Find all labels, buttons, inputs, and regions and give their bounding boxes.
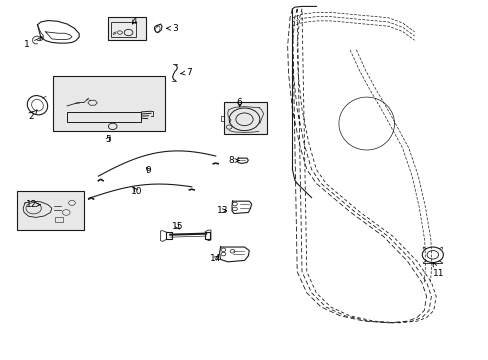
- Text: 1: 1: [23, 37, 42, 49]
- Bar: [111, 22, 136, 37]
- Text: 11: 11: [432, 263, 444, 278]
- Bar: [224, 102, 266, 134]
- Text: 7: 7: [181, 68, 192, 77]
- Text: 8: 8: [228, 156, 239, 165]
- Bar: [55, 217, 63, 222]
- Bar: [17, 191, 84, 230]
- Text: 9: 9: [145, 166, 151, 175]
- Text: 6: 6: [236, 98, 242, 107]
- Bar: [108, 17, 146, 40]
- Text: 14: 14: [210, 254, 221, 263]
- Text: 5: 5: [105, 135, 111, 144]
- Text: 13: 13: [217, 206, 228, 215]
- Text: 10: 10: [131, 187, 142, 196]
- Text: 15: 15: [171, 222, 183, 231]
- Bar: [67, 112, 141, 122]
- Text: 2: 2: [28, 110, 37, 121]
- Text: 3: 3: [166, 24, 178, 33]
- Text: 12: 12: [25, 200, 40, 209]
- Bar: [53, 76, 165, 131]
- Text: 4: 4: [131, 17, 137, 26]
